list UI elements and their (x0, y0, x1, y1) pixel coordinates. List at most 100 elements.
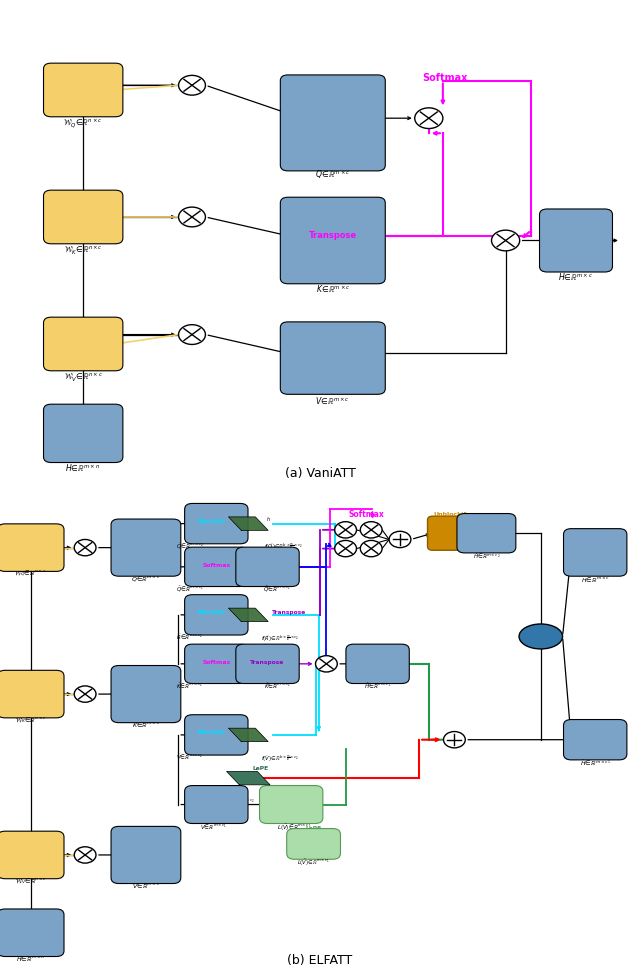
Text: Transpose: Transpose (308, 231, 357, 240)
Text: $H\!\in\!\mathbb{R}^{m\times c}$: $H\!\in\!\mathbb{R}^{m\times c}$ (558, 271, 594, 283)
Text: $h$: $h$ (266, 515, 271, 523)
Text: $L(\bar{V})\!\in\!\mathbb{R}^{m\times c_1}$: $L(\bar{V})\!\in\!\mathbb{R}^{m\times c_… (277, 823, 312, 833)
Text: cat: cat (533, 632, 548, 641)
FancyBboxPatch shape (428, 516, 468, 550)
Text: $\mathcal{W}_V\!\in\!\mathbb{R}^{n\times c}$: $\mathcal{W}_V\!\in\!\mathbb{R}^{n\times… (64, 370, 102, 383)
Text: $L(f(\tilde{V}))\!\in\!\mathbb{R}^{b\times\frac{m}{b}\times c_2}$: $L(f(\tilde{V}))\!\in\!\mathbb{R}^{b\tim… (210, 797, 255, 808)
Text: $K\!\in\!\mathbb{R}^{m\times c}$: $K\!\in\!\mathbb{R}^{m\times c}$ (132, 720, 160, 729)
FancyBboxPatch shape (236, 644, 300, 683)
FancyBboxPatch shape (44, 318, 123, 370)
Text: (a) VaniATT: (a) VaniATT (285, 466, 355, 480)
FancyBboxPatch shape (185, 547, 248, 586)
FancyBboxPatch shape (44, 404, 123, 463)
Text: $f(\tilde{Q})\!\in\!\mathbb{R}^{b\times\frac{m}{b}\times c_2}$: $f(\tilde{Q})\!\in\!\mathbb{R}^{b\times\… (264, 542, 303, 554)
Text: $H\!\in\!\mathbb{R}^{m\times c}$: $H\!\in\!\mathbb{R}^{m\times c}$ (580, 575, 610, 584)
Circle shape (389, 531, 411, 548)
Circle shape (74, 686, 96, 703)
FancyBboxPatch shape (280, 74, 385, 171)
FancyBboxPatch shape (564, 719, 627, 760)
Text: $Q\!\in\!\mathbb{R}^{m\times c}$: $Q\!\in\!\mathbb{R}^{m\times c}$ (131, 573, 161, 582)
Ellipse shape (519, 624, 563, 649)
Circle shape (415, 108, 443, 128)
Circle shape (360, 540, 382, 557)
Text: Softmax: Softmax (422, 74, 467, 83)
Text: $\mathcal{W}_Q\!\in\!\mathbb{R}^{n\times c}$: $\mathcal{W}_Q\!\in\!\mathbb{R}^{n\times… (15, 568, 47, 579)
Text: Blockify: Blockify (197, 519, 225, 524)
Text: $V\!\in\!\mathbb{R}^{m\times c}$: $V\!\in\!\mathbb{R}^{m\times c}$ (316, 395, 350, 407)
Circle shape (179, 75, 205, 95)
Text: $\tilde{V}\!\in\!\mathbb{R}^{m\times c_2}$: $\tilde{V}\!\in\!\mathbb{R}^{m\times c_2… (176, 754, 203, 762)
Text: Blockify: Blockify (197, 730, 225, 735)
FancyBboxPatch shape (236, 547, 300, 586)
Text: $\bar{Q}\!\in\!\mathbb{R}^{m\times c_1}$: $\bar{Q}\!\in\!\mathbb{R}^{m\times c_1}$ (263, 585, 291, 594)
Text: LePE: LePE (283, 788, 300, 793)
FancyBboxPatch shape (346, 644, 410, 683)
Text: Softmax: Softmax (348, 510, 384, 518)
Circle shape (360, 521, 382, 538)
FancyBboxPatch shape (540, 209, 612, 272)
Text: LePE: LePE (305, 826, 322, 831)
Polygon shape (228, 609, 268, 621)
FancyBboxPatch shape (111, 519, 180, 576)
Circle shape (444, 731, 465, 748)
Text: $H\!\in\!\mathbb{R}^{m\times n}$: $H\!\in\!\mathbb{R}^{m\times n}$ (65, 463, 101, 474)
Text: $V\!\in\!\mathbb{R}^{m\times c}$: $V\!\in\!\mathbb{R}^{m\times c}$ (132, 881, 160, 890)
Text: Softmax: Softmax (202, 661, 230, 665)
FancyBboxPatch shape (44, 190, 123, 244)
Text: $L(\bar{V})\!\in\!\mathbb{R}^{m\times c_1}$: $L(\bar{V})\!\in\!\mathbb{R}^{m\times c_… (297, 858, 330, 868)
Text: $\hat{H}\!\in\!\mathbb{R}^{m\times c_2}$: $\hat{H}\!\in\!\mathbb{R}^{m\times c_2}$ (473, 552, 500, 562)
Text: LePE: LePE (253, 766, 269, 771)
Text: $\tilde{Q}\!\in\!\mathbb{R}^{m\times c_2}$: $\tilde{Q}\!\in\!\mathbb{R}^{m\times c_2… (175, 542, 204, 551)
Polygon shape (228, 516, 268, 530)
FancyBboxPatch shape (0, 831, 64, 879)
FancyBboxPatch shape (0, 909, 64, 956)
Text: $K\!\in\!\mathbb{R}^{m\times c}$: $K\!\in\!\mathbb{R}^{m\times c}$ (316, 283, 350, 295)
Text: $\bar{Q}\!\in\!\mathbb{R}^{m\times c_1}$: $\bar{Q}\!\in\!\mathbb{R}^{m\times c_1}$ (175, 585, 204, 594)
Text: $\bar{H}\!\in\!\mathbb{R}^{m\times c_1}$: $\bar{H}\!\in\!\mathbb{R}^{m\times c_1}$ (364, 682, 391, 691)
Text: Blockify: Blockify (197, 611, 225, 615)
FancyBboxPatch shape (44, 63, 123, 117)
Polygon shape (227, 771, 270, 785)
FancyBboxPatch shape (185, 595, 248, 635)
Text: $\tilde{R}\!\in\!\mathbb{R}^{m\times c_2}$: $\tilde{R}\!\in\!\mathbb{R}^{m\times c_2… (176, 633, 203, 642)
FancyBboxPatch shape (280, 197, 385, 284)
Text: $\bar{K}\!\in\!\mathbb{R}^{m\times c_1}$: $\bar{K}\!\in\!\mathbb{R}^{m\times c_1}$ (176, 682, 203, 691)
FancyBboxPatch shape (185, 504, 248, 544)
Text: Transpose: Transpose (250, 661, 285, 665)
Circle shape (179, 324, 205, 344)
Text: (b) ELFATT: (b) ELFATT (287, 955, 353, 967)
FancyBboxPatch shape (111, 826, 180, 884)
FancyBboxPatch shape (260, 786, 323, 823)
FancyBboxPatch shape (185, 644, 248, 683)
FancyBboxPatch shape (111, 665, 180, 722)
Circle shape (492, 230, 520, 251)
FancyBboxPatch shape (0, 524, 64, 571)
Text: Softmax: Softmax (202, 564, 230, 568)
Text: Transpose: Transpose (271, 611, 306, 615)
Text: $H\!\in\!\mathbb{R}^{m\times n}$: $H\!\in\!\mathbb{R}^{m\times n}$ (16, 954, 45, 963)
FancyBboxPatch shape (287, 828, 340, 859)
FancyBboxPatch shape (457, 514, 516, 553)
Circle shape (74, 847, 96, 863)
Text: $Q\!\in\!\mathbb{R}^{m\times c}$: $Q\!\in\!\mathbb{R}^{m\times c}$ (315, 169, 351, 181)
FancyBboxPatch shape (0, 670, 64, 718)
Text: $f(\tilde{V})\!\in\!\mathbb{R}^{b\times\frac{m}{b}\times c_2}$: $f(\tilde{V})\!\in\!\mathbb{R}^{b\times\… (261, 754, 300, 764)
Text: $\bar{K}\!\in\!\mathbb{R}^{m\times c_1}$: $\bar{K}\!\in\!\mathbb{R}^{m\times c_1}$ (264, 682, 291, 691)
FancyBboxPatch shape (564, 528, 627, 576)
Text: $\mathcal{W}_K\!\in\!\mathbb{R}^{n\times c}$: $\mathcal{W}_K\!\in\!\mathbb{R}^{n\times… (15, 715, 47, 725)
Text: $\bar{H}\!\in\!\mathbb{R}^{m\times c_1}$: $\bar{H}\!\in\!\mathbb{R}^{m\times c_1}$ (580, 759, 611, 768)
Text: $\bar{V}\!\in\!\mathbb{R}^{m\times c_1}$: $\bar{V}\!\in\!\mathbb{R}^{m\times c_1}$ (200, 823, 227, 832)
Text: $f(\tilde{R})\!\in\!\mathbb{R}^{b\times\frac{m}{b}\times c_2}$: $f(\tilde{R})\!\in\!\mathbb{R}^{b\times\… (261, 633, 300, 645)
FancyBboxPatch shape (280, 321, 385, 394)
Circle shape (316, 656, 337, 672)
Text: $\mathcal{W}_Q\!\in\!\mathbb{R}^{n\times c}$: $\mathcal{W}_Q\!\in\!\mathbb{R}^{n\times… (63, 117, 103, 129)
Circle shape (335, 540, 356, 557)
FancyBboxPatch shape (185, 786, 248, 823)
Text: Unblockify: Unblockify (434, 512, 471, 516)
FancyBboxPatch shape (185, 714, 248, 755)
Text: $\mathcal{W}_V\!\in\!\mathbb{R}^{n\times c}$: $\mathcal{W}_V\!\in\!\mathbb{R}^{n\times… (15, 876, 47, 886)
Polygon shape (228, 728, 268, 742)
Circle shape (179, 207, 205, 226)
Circle shape (74, 539, 96, 556)
Text: $\mathcal{W}_K\!\in\!\mathbb{R}^{n\times c}$: $\mathcal{W}_K\!\in\!\mathbb{R}^{n\times… (64, 243, 102, 257)
